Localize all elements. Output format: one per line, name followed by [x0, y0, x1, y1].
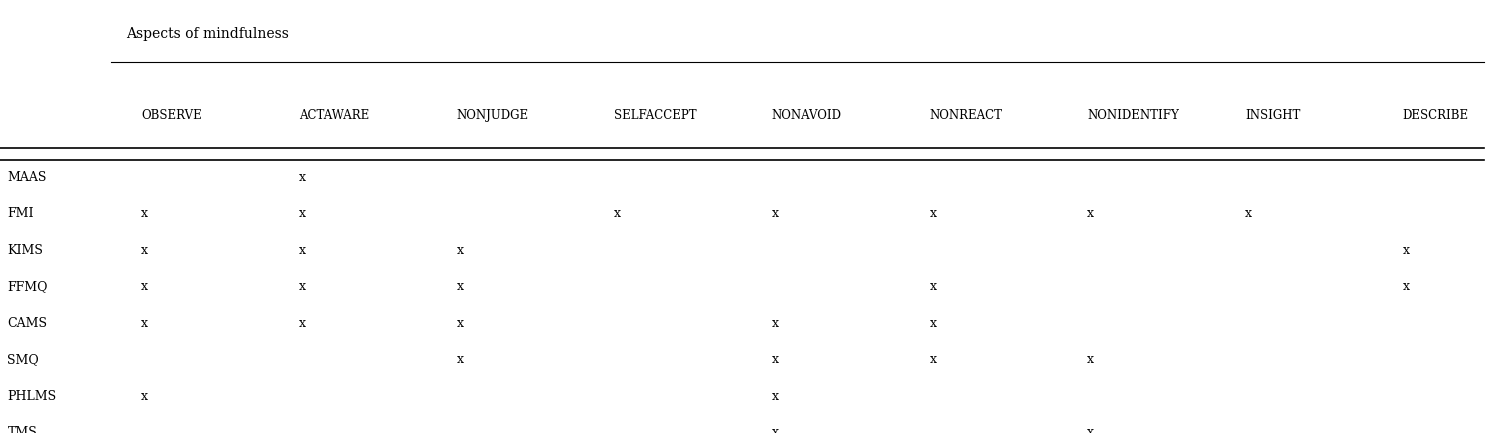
Text: x: x: [299, 171, 306, 184]
Text: x: x: [614, 207, 622, 220]
Text: SELFACCEPT: SELFACCEPT: [614, 109, 697, 122]
Text: TMS: TMS: [7, 427, 37, 433]
Text: x: x: [772, 317, 779, 330]
Text: x: x: [772, 427, 779, 433]
Text: x: x: [141, 244, 149, 257]
Text: x: x: [1402, 280, 1410, 293]
Text: x: x: [141, 390, 149, 403]
Text: ACTAWARE: ACTAWARE: [299, 109, 369, 122]
Text: NONREACT: NONREACT: [929, 109, 1002, 122]
Text: x: x: [457, 244, 464, 257]
Text: x: x: [772, 353, 779, 366]
Text: PHLMS: PHLMS: [7, 390, 57, 403]
Text: x: x: [457, 353, 464, 366]
Text: NONJUDGE: NONJUDGE: [457, 109, 528, 122]
Text: OBSERVE: OBSERVE: [141, 109, 202, 122]
Text: x: x: [141, 207, 149, 220]
Text: x: x: [299, 244, 306, 257]
Text: DESCRIBE: DESCRIBE: [1402, 109, 1469, 122]
Text: x: x: [457, 280, 464, 293]
Text: x: x: [929, 280, 937, 293]
Text: x: x: [1402, 244, 1410, 257]
Text: FFMQ: FFMQ: [7, 280, 48, 293]
Text: x: x: [1087, 427, 1094, 433]
Text: NONIDENTIFY: NONIDENTIFY: [1087, 109, 1179, 122]
Text: x: x: [772, 207, 779, 220]
Text: KIMS: KIMS: [7, 244, 43, 257]
Text: NONAVOID: NONAVOID: [772, 109, 842, 122]
Text: x: x: [299, 280, 306, 293]
Text: x: x: [1245, 207, 1252, 220]
Text: x: x: [299, 317, 306, 330]
Text: FMI: FMI: [7, 207, 34, 220]
Text: x: x: [1087, 353, 1094, 366]
Text: x: x: [141, 280, 149, 293]
Text: x: x: [772, 390, 779, 403]
Text: x: x: [929, 353, 937, 366]
Text: x: x: [457, 317, 464, 330]
Text: SMQ: SMQ: [7, 353, 39, 366]
Text: MAAS: MAAS: [7, 171, 46, 184]
Text: x: x: [929, 207, 937, 220]
Text: x: x: [1087, 207, 1094, 220]
Text: x: x: [299, 207, 306, 220]
Text: x: x: [929, 317, 937, 330]
Text: x: x: [141, 317, 149, 330]
Text: Aspects of mindfulness: Aspects of mindfulness: [126, 27, 288, 41]
Text: INSIGHT: INSIGHT: [1245, 109, 1300, 122]
Text: CAMS: CAMS: [7, 317, 48, 330]
